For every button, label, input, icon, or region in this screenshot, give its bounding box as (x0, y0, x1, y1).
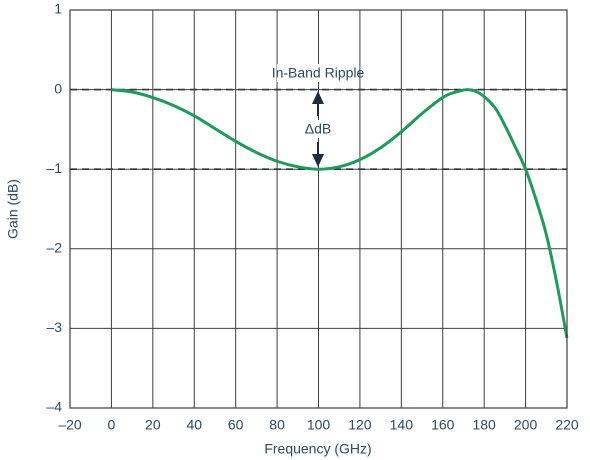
x-tick-label: 120 (348, 417, 372, 433)
ripple-arrow (312, 91, 324, 167)
plot-frame (69, 9, 568, 409)
y-tick-label: 0 (54, 80, 62, 96)
y-axis-label: Gain (dB) (5, 179, 21, 239)
x-tick-label: 40 (186, 417, 202, 433)
annotation-bg (277, 64, 359, 82)
x-tick-label: 0 (108, 417, 116, 433)
y-tick-label: –3 (46, 319, 62, 335)
annotation-bg (300, 120, 336, 138)
y-tick-label: –2 (46, 240, 62, 256)
x-tick-label: 140 (390, 417, 414, 433)
x-tick-label: 80 (269, 417, 285, 433)
x-tick-label: –20 (58, 417, 82, 433)
y-tick-label: 1 (54, 1, 62, 17)
x-axis-label: Frequency (GHz) (264, 441, 371, 457)
annotation: In-Band Ripple (272, 65, 365, 81)
annotation: ΔdB (305, 121, 331, 137)
x-tick-label: 200 (514, 417, 538, 433)
y-tick-label: –4 (46, 399, 62, 415)
x-tick-label: 180 (472, 417, 496, 433)
x-tick-label: 160 (431, 417, 455, 433)
x-tick-label: 20 (145, 417, 161, 433)
x-tick-label: 60 (228, 417, 244, 433)
y-tick-label: –1 (46, 160, 62, 176)
x-tick-label: 220 (555, 417, 579, 433)
x-tick-label: 100 (307, 417, 331, 433)
data-line (111, 88, 569, 339)
